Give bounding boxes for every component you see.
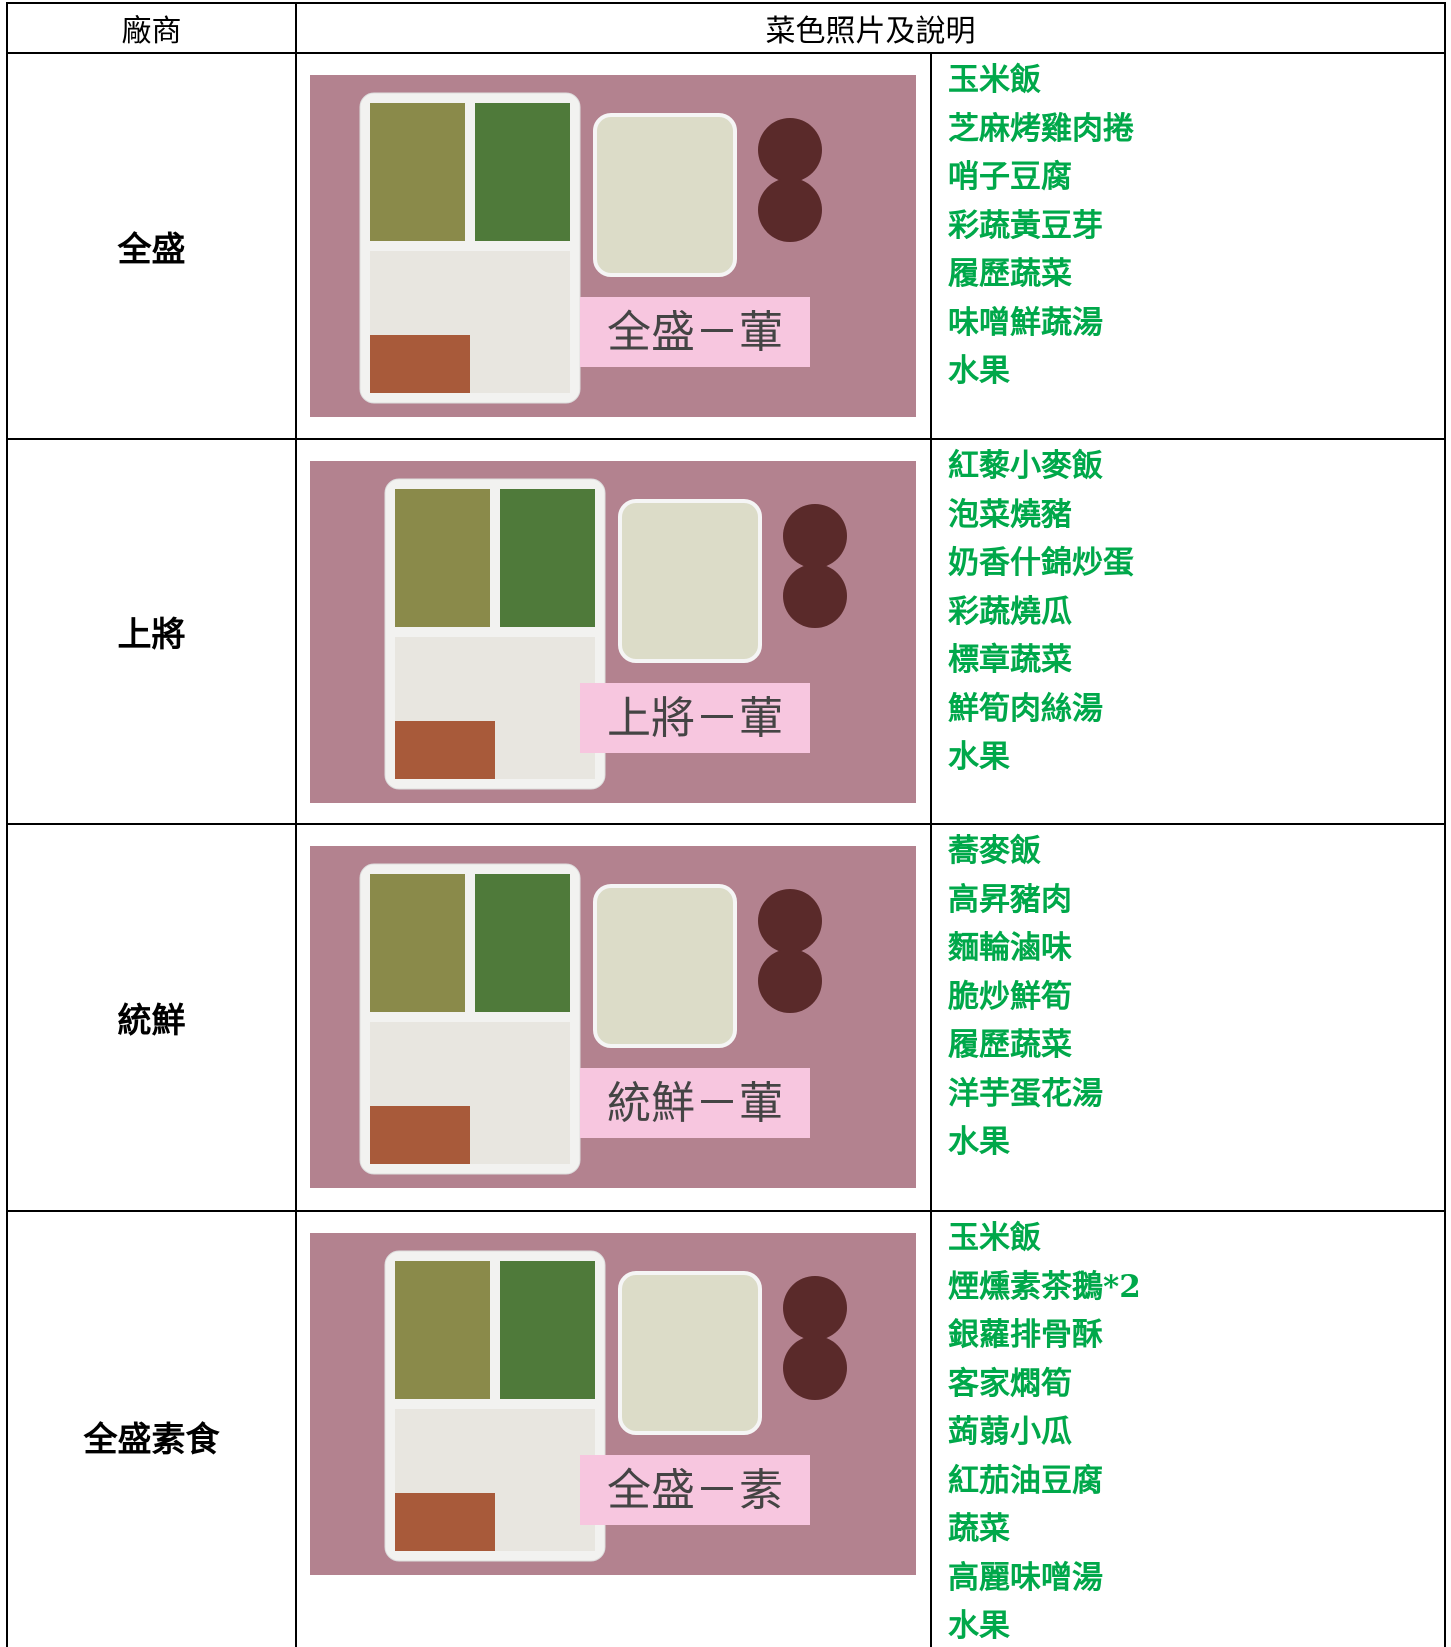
menu-item: 紅茄油豆腐 [948,1462,1103,1499]
compartment [395,1261,490,1399]
soup-container [618,1271,762,1435]
menu-item: 泡菜燒豬 [948,496,1072,533]
menu-item: 履歷蔬菜 [948,256,1072,292]
menu-item: 高麗味噌湯 [948,1559,1103,1596]
compartment [395,489,490,627]
menu-item: 芝麻烤雞肉捲 [948,110,1134,147]
soup-container [593,884,737,1048]
vendor-cell: 統鮮 [6,823,297,1212]
menu-item: 脆炒鮮筍 [948,978,1072,1015]
menu-item: 彩蔬燒瓜 [948,593,1072,630]
menu-item: 水果 [948,739,1010,775]
soup-container [618,499,762,663]
menu-item: 麵輪滷味 [948,930,1072,966]
soup-container [593,113,737,277]
compartment [370,874,465,1012]
compartment [475,103,570,241]
menu-item: 蕎麥飯 [948,833,1041,869]
photo-label: 上將－葷 [607,693,783,744]
menu-item: 履歷蔬菜 [948,1027,1072,1063]
menu-item: 玉米飯 [948,1220,1041,1256]
fruit [758,949,822,1013]
meal-photo: 全盛－葷 [310,75,916,417]
photo-label-box [580,1455,810,1525]
fruit [783,504,847,568]
photo-label: 全盛－葷 [607,307,783,358]
photo-label-box [580,683,810,753]
menu-item: 玉米飯 [948,62,1041,98]
menu-item: 彩蔬黃豆芽 [948,207,1103,244]
header-cell: 菜色照片及說明 [295,2,1446,54]
menu-item: 蒟蒻小瓜 [948,1414,1072,1450]
compartment [475,874,570,1012]
items-cell [930,1210,1446,1647]
compartment [500,1261,595,1399]
compartment [395,1493,495,1551]
fruit [783,1276,847,1340]
photo-label: 統鮮－葷 [607,1078,783,1129]
photo-label-box [580,297,810,367]
meal-photo: 全盛－素 [310,1233,916,1575]
menu-item: 標章蔬菜 [948,642,1072,678]
menu-item: 味噌鮮蔬湯 [948,304,1103,341]
meal-photo: 上將－葷 [310,461,916,803]
menu-item: 紅藜小麥飯 [948,448,1103,484]
menu-item: 哨子豆腐 [948,159,1072,195]
menu-item: 煙燻素茶鵝*2 [948,1268,1141,1305]
compartment [370,1106,470,1164]
vendor-cell: 上將 [6,438,297,825]
menu-item: 水果 [948,1608,1010,1644]
fruit [783,564,847,628]
fruit [758,889,822,953]
meal-photo: 統鮮－葷 [310,846,916,1188]
menu-item: 客家燜筍 [948,1365,1072,1402]
compartment [395,721,495,779]
menu-item: 水果 [948,1124,1010,1160]
vendor-cell: 全盛 [6,52,297,440]
photo-label: 全盛－素 [607,1465,783,1516]
menu-item: 水果 [948,353,1010,389]
compartment [370,103,465,241]
compartment [500,489,595,627]
menu-item: 鮮筍肉絲湯 [948,690,1103,727]
menu-item: 蔬菜 [948,1511,1010,1547]
fruit [758,178,822,242]
header-cell: 廠商 [6,2,297,54]
vendor-cell: 全盛素食 [6,1210,297,1647]
fruit [758,118,822,182]
menu-item: 洋芋蛋花湯 [948,1075,1103,1112]
fruit [783,1336,847,1400]
photo-label-box [580,1068,810,1138]
menu-item: 高昇豬肉 [948,881,1072,918]
compartment [370,335,470,393]
menu-item: 銀蘿排骨酥 [948,1317,1103,1353]
menu-item: 奶香什錦炒蛋 [948,545,1134,581]
